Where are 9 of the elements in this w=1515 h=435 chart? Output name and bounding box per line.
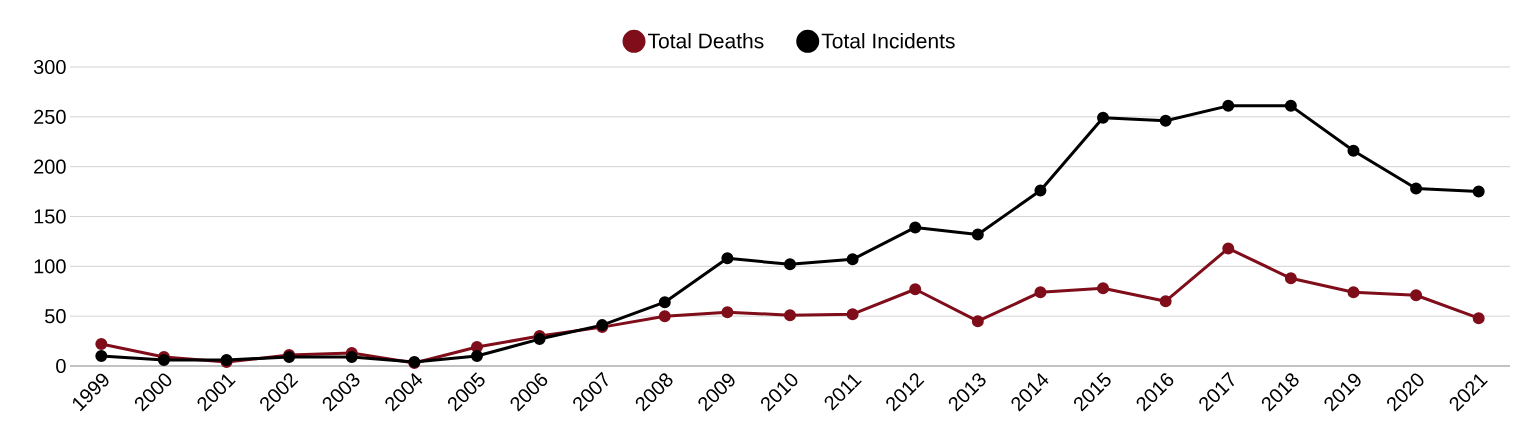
legend-label: Total Incidents [821,32,955,49]
y-tick-label: 50 [45,309,66,324]
y-tick-label: 300 [33,59,66,75]
legend-label: Total Deaths [647,32,764,49]
y-tick-label: 150 [34,209,66,224]
y-tick-label: 0 [56,358,66,374]
y-tick-label: 250 [34,109,66,124]
y-tick-label: 200 [34,159,66,174]
y-tick-label: 100 [34,259,66,274]
